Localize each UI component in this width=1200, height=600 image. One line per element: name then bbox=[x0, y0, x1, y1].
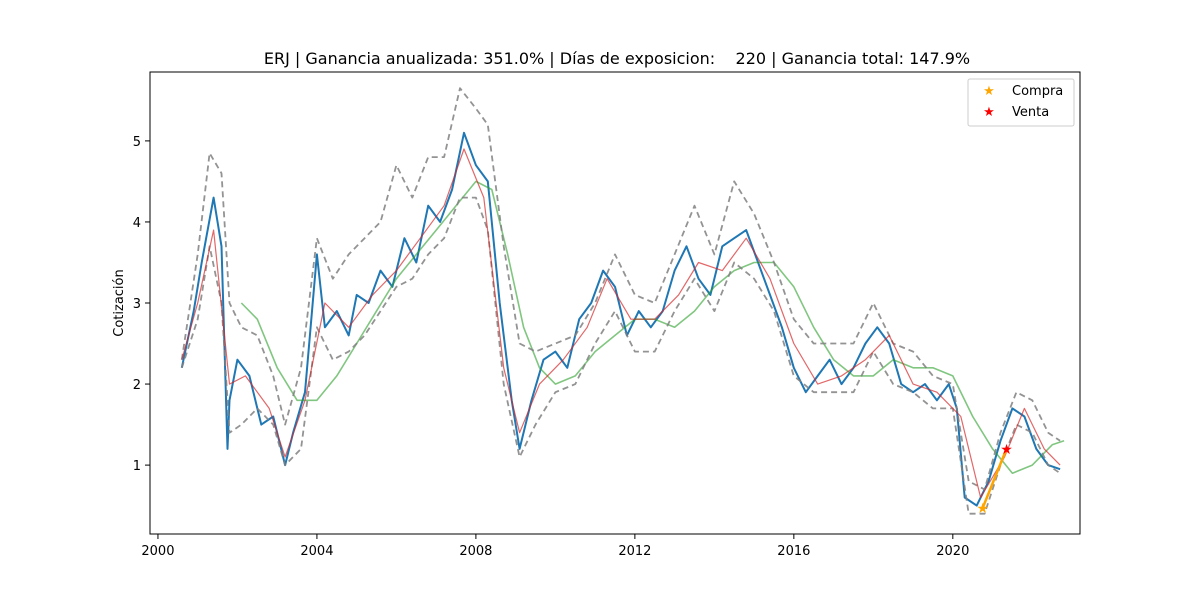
x-tick-label: 2004 bbox=[300, 544, 333, 559]
series-trade-line bbox=[981, 448, 1008, 509]
legend-box bbox=[967, 78, 1075, 127]
legend: ★ Compra ★ Venta bbox=[967, 78, 1075, 127]
y-tick-label: 4 bbox=[133, 216, 141, 231]
sell-marker: ★ bbox=[1000, 442, 1013, 458]
y-tick-label: 1 bbox=[133, 459, 141, 474]
x-axis: 2000 2004 2008 2012 2016 2020 bbox=[141, 534, 969, 559]
y-tick-label: 5 bbox=[133, 135, 141, 150]
x-tick-label: 2016 bbox=[777, 544, 810, 559]
x-tick-label: 2008 bbox=[459, 544, 492, 559]
chart-title: ERJ | Ganancia anualizada: 351.0% | Días… bbox=[264, 49, 970, 68]
y-axis-label: Cotización bbox=[112, 269, 127, 336]
y-tick-label: 3 bbox=[133, 297, 141, 312]
series-price-line bbox=[180, 131, 1061, 507]
x-tick-label: 2012 bbox=[618, 544, 651, 559]
x-tick-label: 2000 bbox=[141, 544, 174, 559]
series-slow-ma-line bbox=[240, 180, 1065, 475]
plot-area: ★★ bbox=[180, 87, 1065, 517]
buy-marker: ★ bbox=[976, 501, 989, 517]
y-tick-label: 2 bbox=[133, 378, 141, 393]
plot-frame bbox=[149, 71, 1081, 535]
series-lower-band-line bbox=[180, 196, 1061, 515]
legend-label-venta: Venta bbox=[1012, 105, 1049, 120]
series-upper-band-line bbox=[180, 87, 1061, 491]
x-tick-label: 2020 bbox=[936, 544, 969, 559]
legend-label-compra: Compra bbox=[1012, 84, 1063, 99]
y-axis: 1 2 3 4 5 bbox=[133, 135, 150, 474]
legend-marker-compra: ★ bbox=[983, 84, 995, 99]
series-fast-ma-line bbox=[181, 148, 1061, 499]
legend-marker-venta: ★ bbox=[983, 105, 995, 120]
